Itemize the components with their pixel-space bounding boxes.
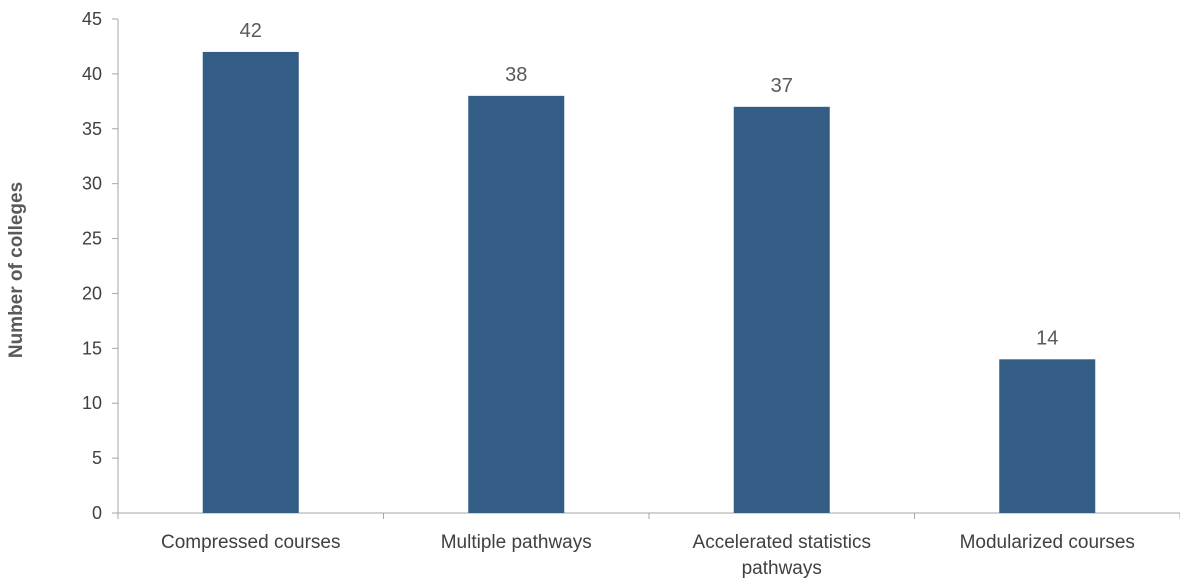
bar (733, 106, 830, 514)
bars (202, 51, 1096, 514)
bar-value-label: 14 (1036, 327, 1058, 349)
category-label: Compressed courses (161, 532, 341, 553)
y-tick-label: 45 (82, 9, 102, 29)
bar-value-label: 42 (240, 20, 262, 42)
y-tick-label: 20 (82, 283, 102, 303)
y-tick-label: 25 (82, 229, 102, 249)
y-axis-title: Number of colleges (6, 182, 27, 358)
y-tick-label: 35 (82, 119, 102, 139)
y-tick-label: 40 (82, 64, 102, 84)
bar-value-label: 37 (771, 75, 793, 97)
bar (999, 359, 1096, 513)
category-label: Accelerated statistics pathways (693, 532, 871, 579)
x-axis: Compressed courses Multiple pathways Accel… (117, 512, 1180, 579)
category-label: Modularized courses (960, 532, 1135, 553)
y-tick-label: 15 (82, 338, 102, 358)
y-tick-label: 30 (82, 174, 102, 194)
y-tick-label: 10 (82, 393, 102, 413)
y-axis: 0 5 10 15 20 25 30 35 40 45 (82, 9, 119, 523)
bar (468, 95, 565, 513)
category-label: Multiple pathways (441, 532, 592, 553)
bar-value-label: 38 (505, 64, 527, 86)
bar (202, 51, 299, 513)
y-tick-label: 5 (92, 448, 102, 468)
y-tick-label: 0 (92, 503, 102, 523)
data-labels: 42 38 37 14 (240, 20, 1059, 349)
